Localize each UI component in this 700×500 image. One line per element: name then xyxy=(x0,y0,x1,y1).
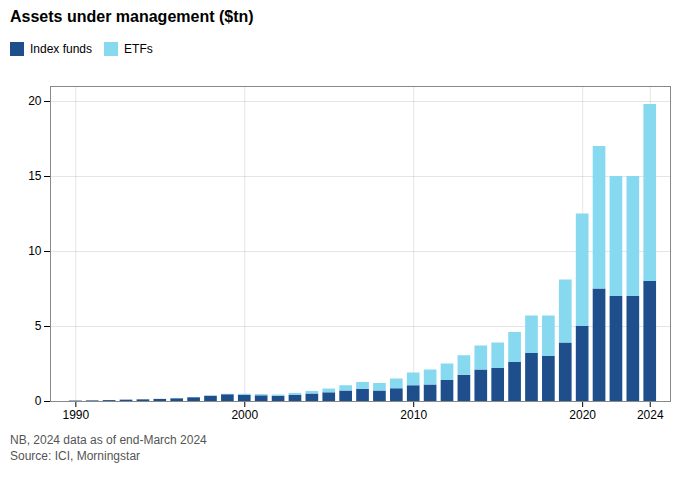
svg-text:2020: 2020 xyxy=(569,408,596,422)
html-text:ETFs: ETFs xyxy=(124,41,153,56)
svg-text:0: 0 xyxy=(35,394,42,408)
html-text:Source: ICI, Morningstar: Source: ICI, Morningstar xyxy=(10,449,141,463)
svg-text:20: 20 xyxy=(28,94,42,108)
svg-text:2024: 2024 xyxy=(637,408,664,422)
html-text:Assets under management ($tn): Assets under management ($tn) xyxy=(10,8,254,25)
svg-text:1990: 1990 xyxy=(62,408,89,422)
svg-text:5: 5 xyxy=(35,319,42,333)
svg-text:2010: 2010 xyxy=(400,408,427,422)
svg-text:15: 15 xyxy=(28,169,42,183)
html-text:Index funds: Index funds xyxy=(30,41,92,56)
html-text:NB, 2024 data as of end-March: NB, 2024 data as of end-March 2024 xyxy=(10,433,207,447)
svg-text:10: 10 xyxy=(28,244,42,258)
svg-text:2000: 2000 xyxy=(231,408,258,422)
